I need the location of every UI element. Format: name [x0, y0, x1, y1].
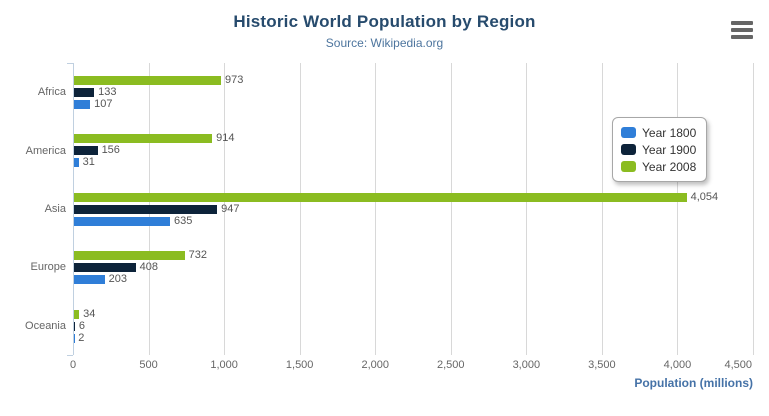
legend-item-year-1800[interactable]: Year 1800 — [621, 124, 696, 141]
x-axis-tick-label: 500 — [139, 359, 158, 371]
bar-year-2008[interactable] — [74, 251, 185, 261]
category-label: Africa — [37, 86, 66, 99]
bar-year-1800[interactable] — [74, 158, 79, 168]
x-axis-tick-label: 4,000 — [663, 359, 692, 371]
menu-bar — [731, 28, 753, 32]
x-axis-tick-label: 3,500 — [588, 359, 616, 371]
x-axis-tick-label: 2,500 — [437, 359, 465, 371]
plot-area: 0 500 1,000 1,500 2,000 2,500 3,000 3,500 4,000 4… — [25, 63, 754, 371]
x-axis-tick-label: 1,000 — [210, 359, 238, 371]
category-axis-line — [73, 63, 74, 355]
legend-label: Year 1900 — [642, 142, 697, 157]
bar-year-2008[interactable] — [74, 76, 222, 85]
chart-subtitle: Source: Wikipedia.org — [325, 36, 444, 50]
x-axis-title: Population (millions) — [634, 376, 753, 390]
data-label: 31 — [82, 156, 95, 169]
data-label: 203 — [108, 273, 128, 286]
legend-item-year-2008[interactable]: Year 2008 — [621, 158, 696, 175]
legend-swatch — [621, 161, 636, 172]
legend: Year 1800 Year 1900 Year 2008 — [612, 117, 708, 182]
axis-tick — [67, 63, 73, 64]
data-label: 635 — [173, 214, 193, 227]
data-label: 973 — [225, 74, 244, 86]
data-label: 408 — [139, 261, 158, 274]
data-label: 947 — [221, 202, 240, 215]
hamburger-menu-icon[interactable] — [730, 20, 754, 40]
bar-year-1900[interactable] — [74, 204, 218, 214]
x-axis-tick-label: 0 — [69, 359, 77, 371]
data-label: 4,054 — [690, 190, 719, 203]
data-label: 732 — [188, 249, 207, 262]
gridline — [753, 63, 754, 355]
bar-year-2008[interactable] — [74, 134, 213, 144]
data-label: 107 — [94, 98, 113, 110]
bar-year-1800[interactable] — [74, 216, 170, 226]
gridline — [677, 63, 679, 355]
gridline — [224, 63, 226, 355]
legend-label: Year 2008 — [642, 159, 697, 174]
bar-year-1800[interactable] — [74, 100, 91, 109]
data-label: 34 — [83, 307, 96, 320]
x-axis-tick-label: 2,000 — [361, 359, 389, 371]
category-label: Asia — [44, 203, 66, 215]
data-label: 133 — [98, 86, 117, 98]
category-label: America — [25, 144, 66, 157]
data-label: 2 — [78, 331, 85, 344]
bar-year-1900[interactable] — [74, 146, 98, 156]
gridline — [450, 63, 452, 355]
x-axis-tick-label: 4,500 — [724, 359, 752, 371]
gridline — [601, 63, 603, 355]
bar-year-1900[interactable] — [74, 88, 95, 97]
x-axis-tick-label: 3,000 — [512, 359, 541, 371]
data-label: 6 — [78, 319, 86, 332]
bar-year-1900[interactable] — [74, 321, 75, 331]
legend-swatch — [621, 127, 636, 138]
menu-bar — [731, 21, 753, 25]
data-label: 914 — [216, 132, 235, 145]
legend-swatch — [621, 144, 636, 155]
gridline — [299, 63, 301, 355]
bar-year-1900[interactable] — [74, 263, 136, 273]
legend-item-year-1900[interactable]: Year 1900 — [621, 141, 696, 158]
chart-title: Historic World Population by Region — [233, 12, 536, 31]
menu-bar — [731, 35, 753, 39]
bar-year-2008[interactable] — [74, 192, 687, 202]
legend-label: Year 1800 — [642, 125, 697, 140]
gridline — [526, 63, 528, 355]
bar-year-1800[interactable] — [74, 275, 105, 285]
gridline — [375, 63, 377, 355]
category-label: Oceania — [25, 319, 66, 332]
data-label: 156 — [101, 144, 120, 157]
axis-tick — [67, 355, 73, 356]
category-label: Europe — [30, 261, 66, 274]
bar-year-2008[interactable] — [74, 309, 80, 319]
x-axis-tick-label: 1,500 — [285, 359, 314, 371]
